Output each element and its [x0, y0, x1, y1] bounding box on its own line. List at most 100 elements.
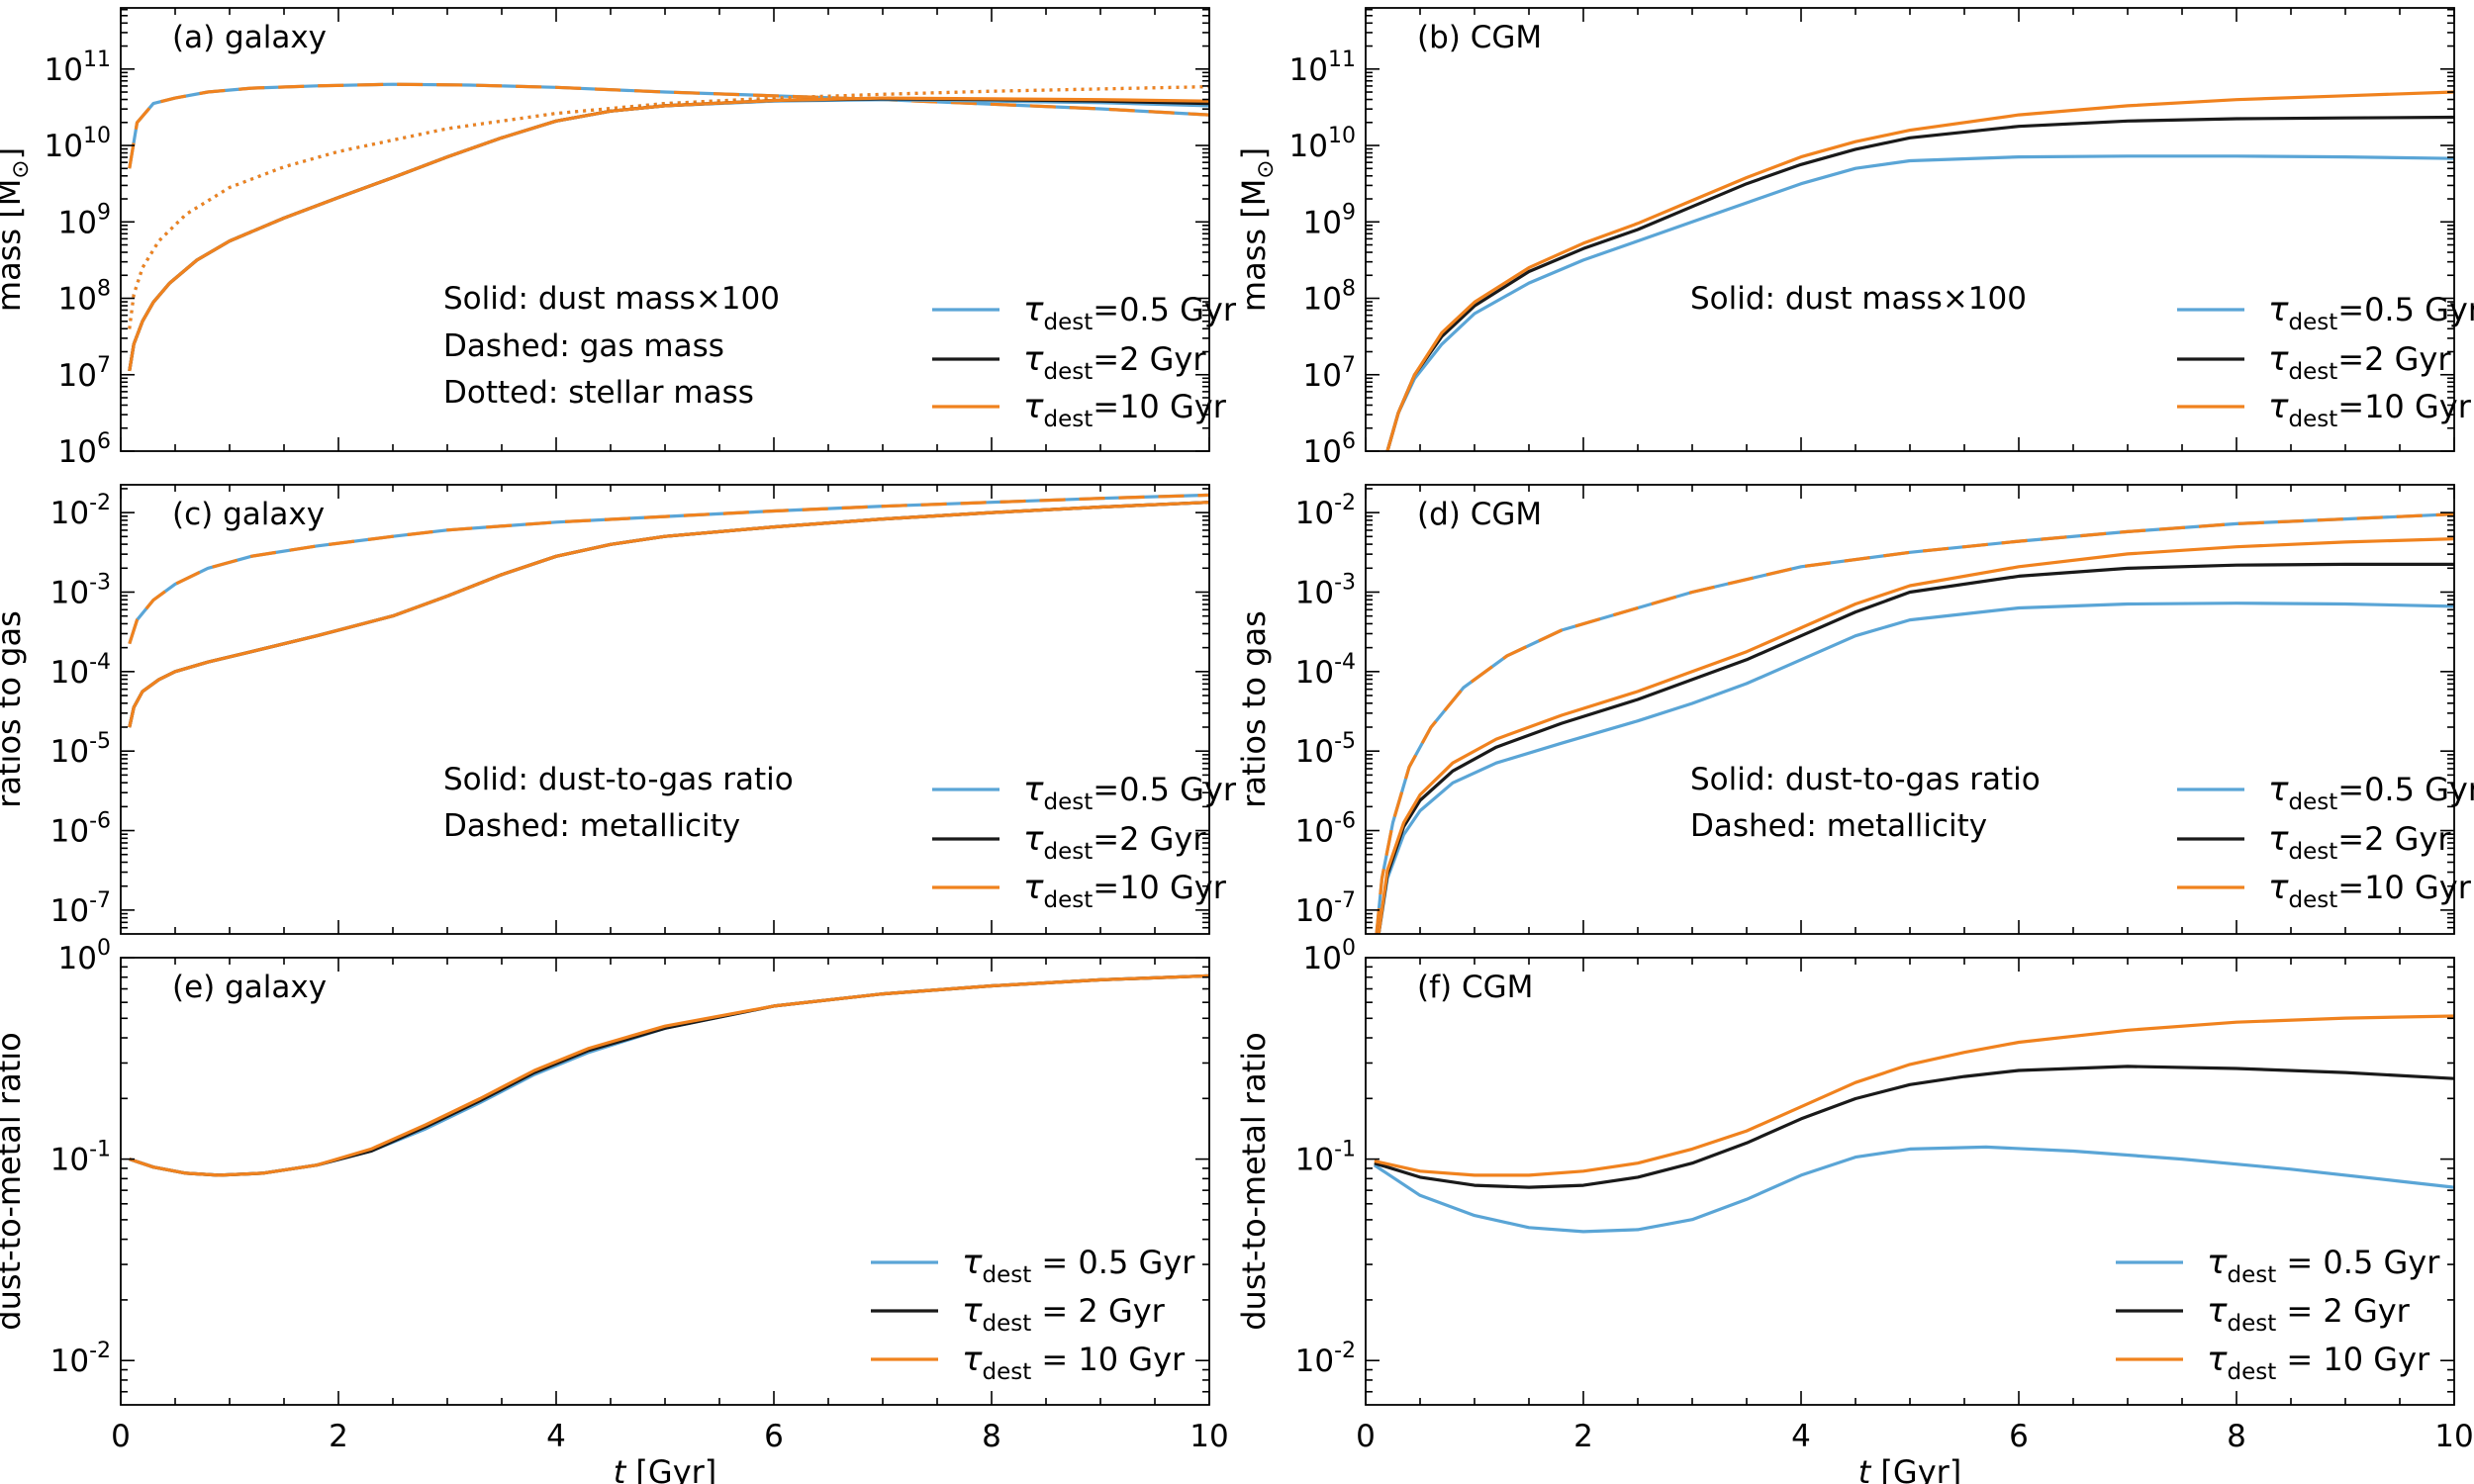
series-line--dest-0-5-gyr — [1373, 1145, 2454, 1234]
panel-title: (a) galaxy — [172, 20, 327, 55]
y-axis-label: ratios to gas — [1235, 610, 1273, 808]
series-line--dest-10-gyr — [1374, 1014, 2454, 1177]
series-line-metallicity-orange- — [1375, 512, 2454, 934]
legend-item: τdest=2 Gyr — [932, 339, 1206, 385]
y-tick-label: 100 — [1303, 936, 1356, 976]
series-lines — [128, 493, 1209, 728]
legend-item: τdest=10 Gyr — [932, 387, 1227, 432]
y-tick-label: 10-6 — [50, 809, 111, 850]
annotation: Dashed: gas mass — [443, 328, 724, 364]
series-line--dest-2-gyr — [1385, 115, 2454, 451]
y-tick-label: 10-4 — [50, 650, 111, 691]
panel-title: (b) CGM — [1417, 20, 1542, 55]
x-tick-label: 4 — [546, 1419, 566, 1454]
x-axis-label: t [Gyr] — [1858, 1453, 1962, 1484]
legend-label: τdest=0.5 Gyr — [2268, 770, 2474, 815]
series-lines — [1385, 90, 2454, 451]
annotation: Solid: dust mass×100 — [443, 281, 780, 317]
y-tick-label: 10-2 — [1295, 491, 1356, 531]
series-line--dest-10-gyr-dgr- — [128, 501, 1209, 728]
plot-frame — [120, 957, 1210, 1406]
panel-d: 10-7 10-6 10-5 10-4 10-3 10-2 (d) CGM ratios to… — [1235, 484, 2474, 935]
y-tick-label: 106 — [1303, 429, 1356, 470]
x-tick-label: 10 — [2434, 1419, 2473, 1454]
plot-frame — [1365, 957, 2455, 1406]
legend-label: τdest=10 Gyr — [2268, 387, 2472, 432]
panel-title: (f) CGM — [1417, 970, 1533, 1005]
y-tick-label: 108 — [58, 277, 111, 318]
legend-label: τdest=10 Gyr — [1023, 387, 1227, 432]
annotation: Dashed: metallicity — [443, 808, 740, 844]
y-axis-label: mass [M⊙] — [1235, 147, 1279, 312]
ticks — [120, 8, 1210, 452]
legend-label: τdest=2 Gyr — [1023, 819, 1206, 865]
legend-label: τdest=2 Gyr — [2268, 819, 2451, 865]
ticks — [1365, 957, 2455, 1405]
ticks — [1365, 8, 2455, 452]
legend-item: τdest=10 Gyr — [932, 868, 1227, 913]
legend-item: τdest = 0.5 Gyr — [2116, 1243, 2440, 1288]
y-tick-label: 106 — [58, 429, 111, 470]
y-tick-label: 10-7 — [1295, 888, 1356, 929]
x-tick-label: 4 — [1791, 1419, 1811, 1454]
legend-label: τdest = 0.5 Gyr — [2207, 1243, 2440, 1288]
legend-item: τdest=10 Gyr — [2177, 868, 2472, 913]
legend-item: τdest = 10 Gyr — [2116, 1340, 2430, 1385]
y-tick-label: 107 — [58, 353, 111, 394]
y-tick-label: 1010 — [1289, 124, 1356, 164]
series-line--dest-2-gyr — [129, 974, 1209, 1177]
y-axis-label: ratios to gas — [0, 610, 28, 808]
series-line--dest-10-gyr — [1385, 90, 2454, 451]
legend-item: τdest = 2 Gyr — [871, 1291, 1166, 1337]
legend-label: τdest=2 Gyr — [1023, 339, 1206, 385]
annotation: Dashed: metallicity — [1690, 808, 1987, 844]
series-line--dest-10-gyr-dust-solid- — [128, 96, 1209, 372]
x-tick-label: 2 — [1573, 1419, 1593, 1454]
legend-item: τdest = 2 Gyr — [2116, 1291, 2411, 1337]
legend-item: τdest=0.5 Gyr — [2177, 770, 2474, 815]
series-line--dest-10-gyr — [129, 974, 1209, 1177]
legend-item: τdest=0.5 Gyr — [2177, 290, 2474, 335]
series-lines — [128, 82, 1209, 372]
y-tick-label: 10-7 — [50, 888, 111, 929]
y-axis-label: dust-to-metal ratio — [0, 1032, 28, 1330]
legend-item: τdest=2 Gyr — [932, 819, 1206, 865]
panel-title: (d) CGM — [1417, 497, 1542, 532]
series-line--dest-2-gyr — [1374, 1065, 2454, 1189]
y-tick-label: 107 — [1303, 353, 1356, 394]
y-tick-label: 10-1 — [1295, 1138, 1356, 1178]
x-tick-label: 6 — [2009, 1419, 2029, 1454]
series-line--dest-2-gyr — [1377, 562, 2454, 934]
series-line--dest-0-5-gyr-gas-dashed- — [128, 82, 1209, 169]
y-tick-label: 10-1 — [50, 1138, 111, 1178]
y-tick-label: 100 — [58, 936, 111, 976]
y-tick-label: 109 — [58, 200, 111, 240]
panel-b: 106 107 108 109 1010 1011 (b) CGM mass [M⊙] Soli… — [1235, 7, 2474, 470]
x-axis-label: t [Gyr] — [614, 1453, 717, 1484]
annotation: Dotted: stellar mass — [443, 375, 754, 411]
series-lines — [1375, 512, 2454, 934]
legend-item: τdest=2 Gyr — [2177, 339, 2451, 385]
series-line--dest-0-5-gyr — [1377, 602, 2454, 934]
y-tick-label: 109 — [1303, 200, 1356, 240]
x-tick-label: 0 — [111, 1419, 131, 1454]
annotation: Solid: dust mass×100 — [1690, 281, 2027, 317]
x-tick-label: 8 — [982, 1419, 1001, 1454]
panel-title: (e) galaxy — [172, 970, 327, 1005]
ticks — [1365, 485, 2455, 934]
plot-frame — [120, 7, 1210, 452]
series-lines — [129, 974, 1209, 1177]
y-axis-label: mass [M⊙] — [0, 147, 34, 312]
legend-label: τdest=2 Gyr — [2268, 339, 2451, 385]
y-axis-label: dust-to-metal ratio — [1235, 1032, 1273, 1330]
y-tick-label: 10-5 — [50, 729, 111, 770]
series-line-metallicity-orange- — [128, 493, 1209, 645]
y-tick-label: 1011 — [1289, 47, 1356, 88]
x-tick-label: 6 — [764, 1419, 784, 1454]
y-tick-label: 1010 — [45, 124, 111, 164]
legend-label: τdest=10 Gyr — [1023, 868, 1227, 913]
series-lines — [1373, 1014, 2454, 1234]
